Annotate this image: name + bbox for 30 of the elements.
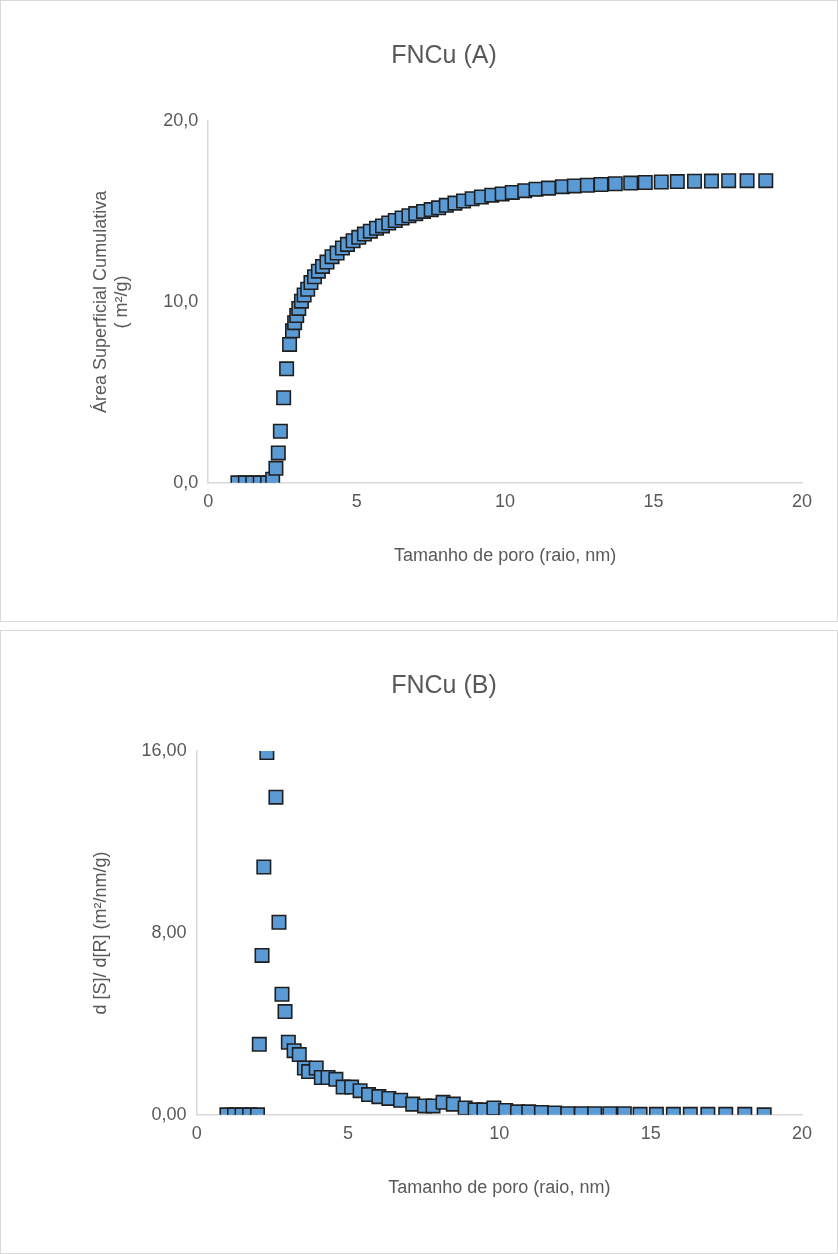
x-tick-label: 15 [640, 1122, 661, 1143]
y-tick-label: 0,0 [173, 471, 199, 492]
point [268, 789, 284, 805]
chart-title: FNCu (B) [391, 669, 497, 698]
point [277, 1004, 293, 1020]
point [274, 986, 290, 1002]
x-tick-label: 10 [489, 1122, 510, 1143]
point [271, 914, 287, 930]
y-tick-label: 8,00 [151, 921, 187, 942]
y-tick-label: 16,00 [141, 739, 187, 760]
x-tick-label: 0 [191, 1122, 202, 1143]
point [256, 859, 272, 875]
y-axis-title: Área Superficial Cumulativa ( m²/g) [89, 189, 132, 413]
x-axis-title: Tamanho de poro (raio, nm) [394, 545, 617, 566]
y-tick-label: 20,0 [163, 109, 199, 130]
x-tick-label: 0 [203, 490, 214, 511]
x-tick-label: 20 [791, 1122, 813, 1143]
y-tick-label: 0,00 [151, 1103, 187, 1124]
chart-title: FNCu (A) [391, 39, 497, 68]
x-tick-label: 5 [351, 490, 362, 511]
x-axis-title: Tamanho de poro (raio, nm) [388, 1177, 611, 1198]
x-tick-label: 20 [791, 490, 813, 511]
point [254, 947, 270, 963]
x-tick-label: 5 [342, 1122, 353, 1143]
point [291, 1047, 307, 1063]
y-tick-label: 10,0 [163, 290, 199, 311]
x-tick-label: 10 [495, 490, 516, 511]
x-tick-label: 15 [643, 490, 664, 511]
y-axis-title: d [S]/ d[R] (m²/nm/g) [89, 851, 110, 1015]
point [251, 1036, 267, 1052]
